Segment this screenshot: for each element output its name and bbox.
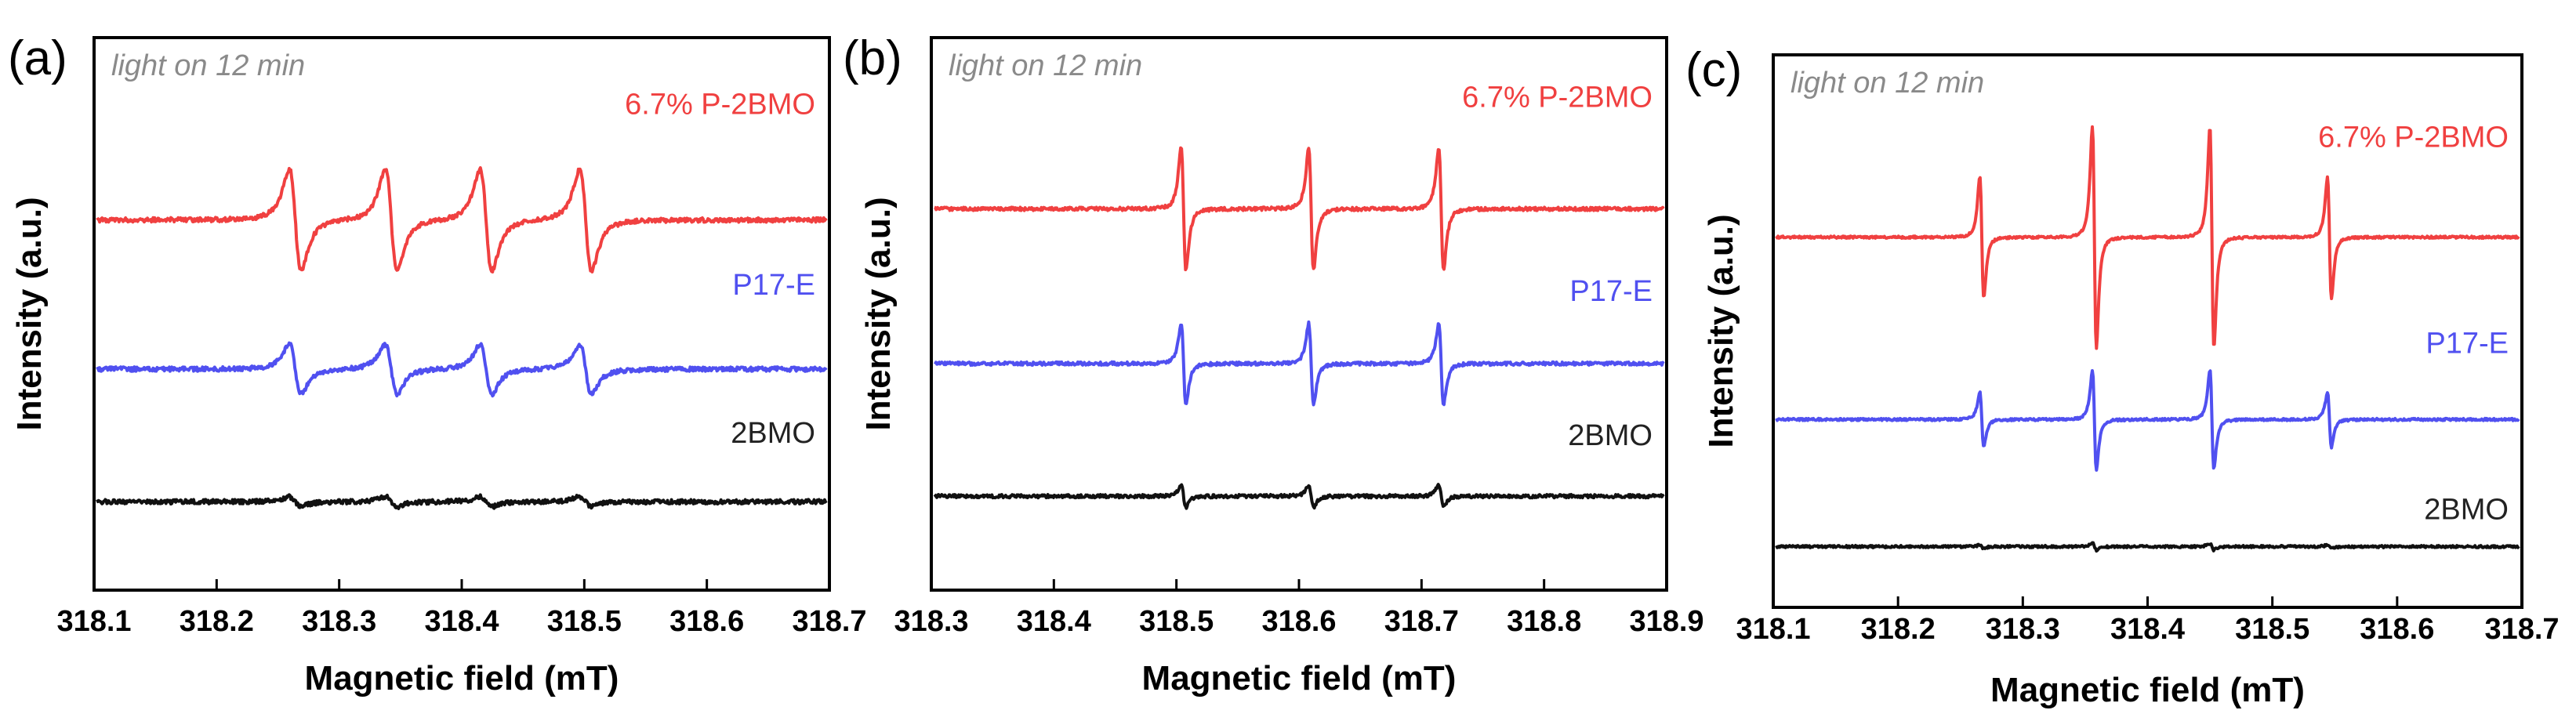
series-label-1: P17-E (1569, 275, 1653, 308)
series-line-1 (96, 341, 828, 398)
annotation-text: light on 12 min (1791, 67, 1984, 100)
x-tick-label: 318.4 (424, 605, 499, 638)
x-axis-label: Magnetic field (mT) (305, 659, 619, 697)
series-line-2 (933, 483, 1665, 510)
x-tick-label: 318.3 (302, 605, 376, 638)
series-line-2 (96, 493, 828, 510)
x-tick-label: 318.1 (1736, 613, 1810, 646)
plot-frame (930, 36, 1668, 592)
x-tick-label: 318.6 (669, 605, 744, 638)
series-label-2: 2BMO (1568, 419, 1653, 452)
panel-label: (a) (8, 31, 67, 85)
series-label-1: P17-E (2425, 327, 2509, 360)
series-line-0 (1775, 125, 2520, 350)
x-tick-label: 318.8 (1507, 605, 1581, 638)
x-tick-label: 318.2 (1861, 613, 1936, 646)
series-line-0 (96, 166, 828, 274)
series-line-1 (933, 320, 1665, 407)
x-axis-label: Magnetic field (mT) (1990, 671, 2305, 709)
panels-group: (a) light on 12 min 318.1 318.2 318.3 318.4 31… (8, 31, 2560, 709)
x-tick-label: 318.5 (547, 605, 622, 638)
x-tick-label: 318.7 (792, 605, 866, 638)
x-tick-label: 318.5 (1139, 605, 1214, 638)
y-axis-label: Intensity (a.u.) (859, 197, 898, 430)
x-tick-label: 318.2 (180, 605, 254, 638)
panel-b: (b) light on 12 min 318.3 318.4 318.5 318.6 31… (843, 31, 1704, 697)
annotation-text: light on 12 min (949, 49, 1142, 82)
series-label-2: 2BMO (2424, 493, 2509, 526)
series-line-0 (934, 146, 1665, 272)
series-label-0: 6.7% P-2BMO (1462, 82, 1653, 114)
x-tick-label: 318.3 (894, 605, 968, 638)
series-label-2: 2BMO (731, 417, 815, 450)
panel-label: (c) (1685, 43, 1742, 97)
annotation-text: light on 12 min (111, 49, 305, 82)
series-label-0: 6.7% P-2BMO (2318, 121, 2509, 154)
x-tick-label: 318.9 (1629, 605, 1703, 638)
panel-label: (b) (843, 31, 902, 85)
y-axis-label: Intensity (a.u.) (1702, 214, 1740, 447)
x-tick-label: 318.1 (56, 605, 131, 638)
x-axis-label: Magnetic field (mT) (1142, 659, 1457, 697)
series-label-1: P17-E (732, 269, 815, 302)
x-tick-label: 318.7 (2484, 613, 2559, 646)
x-tick-label: 318.5 (2235, 613, 2309, 646)
x-tick-label: 318.4 (2110, 613, 2185, 646)
series-label-0: 6.7% P-2BMO (625, 89, 815, 121)
x-tick-label: 318.3 (1986, 613, 2060, 646)
series-line-1 (1775, 369, 2520, 472)
x-tick-label: 318.4 (1017, 605, 1091, 638)
panel-a: (a) light on 12 min 318.1 318.2 318.3 318.4 31… (8, 31, 867, 697)
series-line-2 (1775, 541, 2520, 553)
panel-c: (c) light on 12 min 318.1 318.2 318.3 318.4 31… (1685, 43, 2560, 709)
x-tick-label: 318.7 (1384, 605, 1459, 638)
x-tick-label: 318.6 (2360, 613, 2434, 646)
x-tick-label: 318.6 (1261, 605, 1336, 638)
y-axis-label: Intensity (a.u.) (10, 197, 49, 430)
